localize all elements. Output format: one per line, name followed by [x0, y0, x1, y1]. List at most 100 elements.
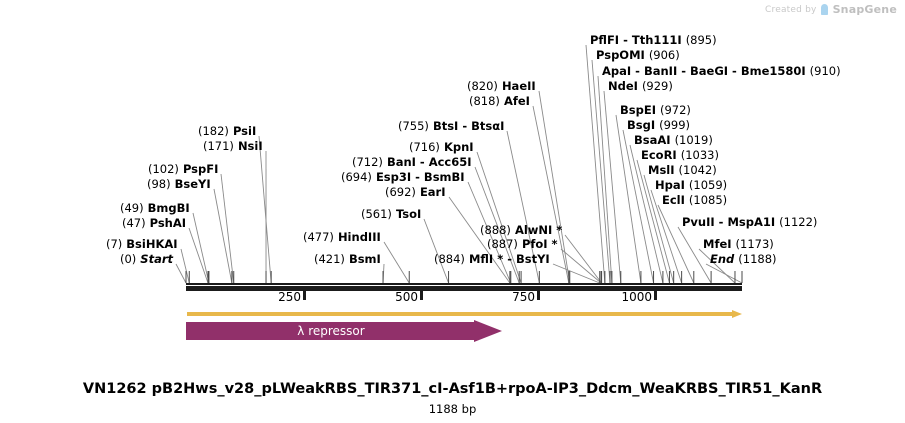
leader-line-1122	[677, 226, 712, 284]
leader-line-7	[180, 248, 190, 284]
ruler-tick-label-500: 500	[395, 290, 418, 304]
enzyme-label-bseyi[interactable]: (98) BseYI	[147, 178, 211, 191]
enzyme-label-bani-acc65i[interactable]: (712) BanI - Acc65I	[352, 156, 472, 169]
enzyme-position: (477)	[303, 230, 334, 244]
enzyme-label-mfei[interactable]: MfeI (1173)	[703, 238, 774, 251]
enzyme-position: (818)	[469, 94, 500, 108]
leader-line-102	[220, 173, 235, 284]
enzyme-position: (1042)	[678, 163, 717, 177]
enzyme-name: BspEI	[620, 103, 656, 117]
enzyme-name: End	[710, 252, 735, 266]
enzyme-label-haeii[interactable]: (820) HaeII	[467, 80, 536, 93]
enzyme-label-hindiii[interactable]: (477) HindIII	[303, 231, 381, 244]
enzyme-position: (1188)	[738, 252, 777, 266]
enzyme-label-bsihkai[interactable]: (7) BsiHKAI	[106, 238, 178, 251]
enzyme-name: KpnI	[443, 140, 474, 154]
enzyme-name: HaeII	[501, 79, 536, 93]
enzyme-label-pspfi[interactable]: (102) PspFI	[148, 163, 218, 176]
leader-line-895	[585, 44, 606, 284]
enzyme-label-esp3i-bsmbi[interactable]: (694) Esp3I - BsmBI	[341, 171, 465, 184]
watermark-brand-text: SnapGene	[832, 3, 897, 16]
enzyme-position: (1019)	[674, 133, 713, 147]
plasmid-title: VN1262 pB2Hws_v28_pLWeakRBS_TIR371_cI-As…	[82, 381, 823, 397]
ruler-tick-label-1000: 1000	[621, 290, 652, 304]
leader-line-910	[597, 75, 613, 284]
enzyme-name: EarI	[419, 185, 446, 199]
enzyme-label-hpai[interactable]: HpaI (1059)	[655, 179, 727, 192]
leader-line-884	[552, 263, 600, 284]
enzyme-name: TsoI	[395, 207, 422, 221]
enzyme-position: (999)	[659, 118, 691, 132]
enzyme-label-msli[interactable]: MslI (1042)	[648, 164, 717, 177]
enzyme-position: (1033)	[680, 148, 719, 162]
enzyme-label-bsmi[interactable]: (421) BsmI	[314, 253, 381, 266]
leader-line-929	[603, 90, 622, 284]
feature-lambda-repressor-shape	[186, 320, 502, 342]
enzyme-position: (1122)	[779, 215, 818, 229]
enzyme-name: PvuII - MspA1I	[682, 215, 776, 229]
leader-line-182	[258, 135, 272, 284]
enzyme-label-ecli[interactable]: EclI (1085)	[662, 194, 727, 207]
enzyme-label-kpni[interactable]: (716) KpnI	[409, 141, 474, 154]
enzyme-name: BsgI	[627, 118, 656, 132]
enzyme-position: (1173)	[735, 237, 774, 251]
enzyme-name: BsiHKAI	[126, 237, 178, 251]
enzyme-name: MfeI	[703, 237, 732, 251]
enzyme-label-bmgbi[interactable]: (49) BmgBI	[120, 202, 190, 215]
enzyme-label-start[interactable]: (0) Start	[120, 253, 173, 266]
enzyme-label-pspomi[interactable]: PspOMI (906)	[596, 49, 680, 62]
enzyme-position: (712)	[352, 155, 383, 169]
enzyme-position: (910)	[809, 64, 841, 78]
enzyme-label-nsii[interactable]: (171) NsiI	[203, 140, 263, 153]
enzyme-name: NdeI	[608, 79, 638, 93]
enzyme-name: Start	[140, 252, 174, 266]
enzyme-label-alwni-[interactable]: (888) AlwNI *	[480, 224, 562, 237]
watermark-prefix-text: Created by	[765, 4, 817, 15]
enzyme-label-bsgi[interactable]: BsgI (999)	[627, 119, 690, 132]
enzyme-label-pshai[interactable]: (47) PshAI	[122, 217, 186, 230]
enzyme-label-mfli-bstyi[interactable]: (884) MflI * - BstYI	[434, 253, 550, 266]
enzyme-label-pvuii-mspa1i[interactable]: PvuII - MspA1I (1122)	[682, 216, 817, 229]
enzyme-position: (49)	[120, 201, 144, 215]
leader-line-887	[560, 248, 602, 284]
leader-line-47	[188, 227, 209, 284]
enzyme-label-end[interactable]: End (1188)	[710, 253, 777, 266]
enzyme-label-bsaai[interactable]: BsaAI (1019)	[634, 134, 713, 147]
enzyme-name: BmgBI	[147, 201, 190, 215]
feature-lambda-repressor-label: λ repressor	[297, 324, 365, 338]
enzyme-name: AfeI	[503, 94, 530, 108]
enzyme-name: AlwNI *	[514, 223, 563, 237]
enzyme-name: PspOMI	[596, 48, 645, 62]
ruler-tick-label-250: 250	[278, 290, 301, 304]
enzyme-position: (171)	[203, 139, 234, 153]
enzyme-label-ndei[interactable]: NdeI (929)	[608, 80, 673, 93]
enzyme-name: Esp3I - BsmBI	[375, 170, 465, 184]
enzyme-label-btsi-bts-i[interactable]: (755) BtsI - BtsαI	[398, 120, 504, 133]
enzyme-label-psii[interactable]: (182) PsiI	[198, 125, 256, 138]
leader-line-561	[423, 218, 449, 284]
leader-line-421	[382, 263, 385, 284]
enzyme-label-tsoi[interactable]: (561) TsoI	[361, 208, 421, 221]
enzyme-position: (692)	[385, 185, 416, 199]
enzyme-name: BseYI	[174, 177, 211, 191]
leader-line-888	[564, 234, 602, 284]
enzyme-position: (1059)	[688, 178, 728, 192]
enzyme-label-pflfi-tth111i[interactable]: PflFI - Tth111I (895)	[590, 34, 717, 47]
enzyme-label-afei[interactable]: (818) AfeI	[469, 95, 530, 108]
enzyme-label-ecori[interactable]: EcoRI (1033)	[641, 149, 719, 162]
ruler-tick-mark-750	[537, 290, 540, 300]
enzyme-label-bspei[interactable]: BspEI (972)	[620, 104, 691, 117]
enzyme-position: (98)	[147, 177, 171, 191]
enzyme-label-eari[interactable]: (692) EarI	[385, 186, 446, 199]
snapgene-logo-icon	[820, 4, 829, 15]
enzyme-label-apai-banii-baegi-bme1580i[interactable]: ApaI - BanII - BaeGI - Bme1580I (910)	[602, 65, 841, 78]
enzyme-name: BsaAI	[634, 133, 671, 147]
feature-lambda-repressor[interactable]: λ repressor	[186, 320, 502, 342]
enzyme-label-pfoi-[interactable]: (887) PfoI *	[487, 238, 558, 251]
enzyme-position: (906)	[648, 48, 680, 62]
enzyme-name: MslI	[648, 163, 675, 177]
enzyme-position: (47)	[122, 216, 146, 230]
leader-line-1188	[705, 263, 743, 284]
enzyme-position: (884)	[434, 252, 465, 266]
enzyme-position: (716)	[409, 140, 440, 154]
